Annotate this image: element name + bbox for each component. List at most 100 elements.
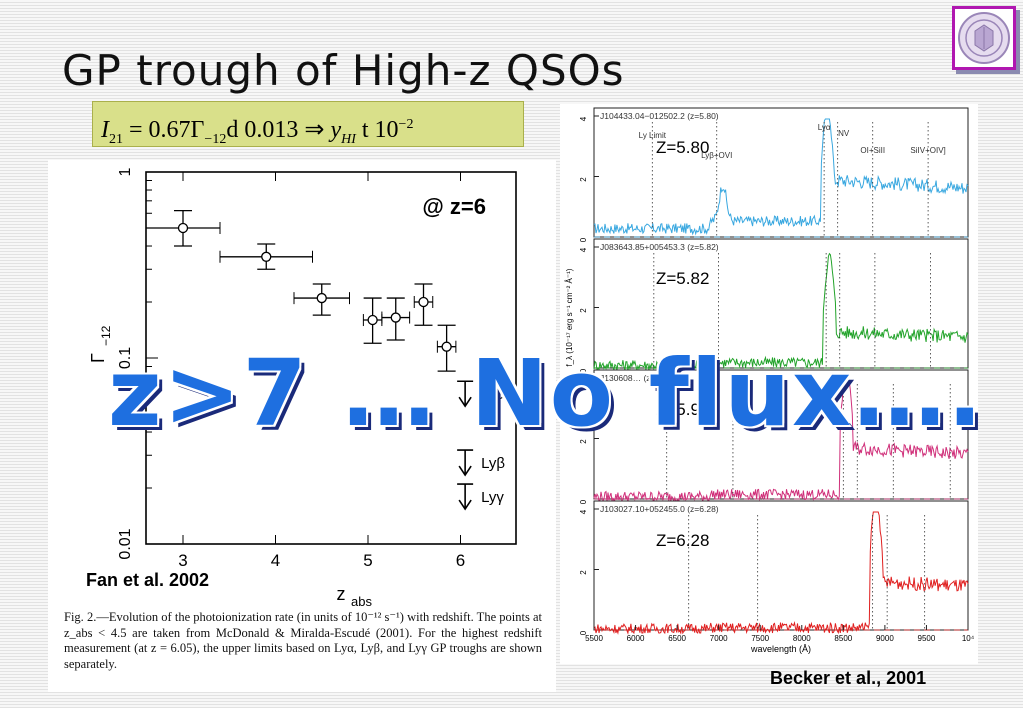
y-axis-label: Γ [88, 353, 108, 363]
limit-arrow-head [458, 396, 472, 408]
line-label: NV [838, 129, 850, 138]
spectrum-panel-2: 0 2 4 J130608… (z=5.99) Z=5.99 [579, 369, 969, 504]
y-tick-label-0: 0 [579, 368, 588, 373]
data-point-1 [219, 243, 313, 270]
x-tick-label-8000: 8000 [793, 634, 811, 643]
data-point-2 [293, 283, 350, 316]
x-tick-label-7000: 7000 [710, 634, 728, 643]
formula-tail: t 10 [355, 117, 399, 143]
line-label: Lyα [818, 123, 831, 132]
spectrum-panel-3: 0 2 4 J103027.10+052455.0 (z=6.28) Z=6.28 [579, 500, 969, 635]
upper-limit-1: Lyβ [457, 449, 505, 477]
y-tick-label-2: 2 [579, 177, 588, 182]
slide-title: GP trough of High-z QSOs [62, 46, 625, 95]
limit-label: Lyγ [481, 489, 504, 506]
spectrum-object-id: J103027.10+052455.0 (z=6.28) [600, 504, 719, 514]
line-label: Ly Limit [639, 131, 667, 140]
chart-title: @ z=6 [422, 194, 486, 219]
y-tick-label-4: 4 [579, 378, 588, 383]
data-point-3 [362, 297, 383, 344]
panel-frame [593, 369, 969, 500]
x-tick-label-10⁴: 10⁴ [962, 634, 975, 643]
data-point-6 [436, 324, 457, 372]
fan-citation: Fan et al. 2002 [86, 570, 210, 590]
quasar-spectra-chart: 0 2 4 J104433.04−012502.2 (z=5.80) Z=5.80 0 2 4… [565, 107, 975, 654]
formula-y-sub: HI [341, 131, 356, 147]
upper-limit-2: Lyγ [457, 483, 504, 511]
seal-icon [958, 12, 1010, 64]
no-flux-overlay: z>7 … No flux…. [108, 340, 985, 447]
x-tick-label-7500: 7500 [751, 634, 769, 643]
point-marker [441, 341, 452, 352]
y-tick-label-4: 4 [579, 116, 588, 121]
panel-frame [593, 500, 969, 631]
data-point-4 [381, 297, 411, 341]
university-seal-logo [952, 6, 1016, 70]
line-label: OI+SiII [860, 146, 885, 155]
x-axis-label: z [337, 584, 346, 604]
x-tick-label-8500: 8500 [834, 634, 852, 643]
spectrum-redshift-label: Z=5.99 [656, 400, 709, 419]
y-tick-label-2: 2 [579, 570, 588, 575]
x-axis-label-sub: abs [351, 594, 372, 609]
spectrum-trace [593, 118, 969, 236]
formula-gamma-sub: −12 [204, 131, 227, 147]
x-tick-label-4: 4 [271, 551, 280, 570]
photoionization-rate-chart: 3 4 5 6 0.01 0.1 1 z abs Γ −12 @ z=6 Lyα Lyβ Lyγ [88, 167, 517, 609]
y-tick-label-4: 4 [579, 247, 588, 252]
fan-figure-panel: 3 4 5 6 0.01 0.1 1 z abs Γ −12 @ z=6 Lyα Lyβ Lyγ [48, 160, 556, 692]
panel-frame [593, 238, 969, 369]
spectrum-trace [593, 511, 969, 635]
formula-mid: d 0.013 ⇒ [226, 117, 331, 143]
y-axis-label-sub: −12 [99, 325, 113, 346]
y-axis-label: f_λ (10⁻¹⁷ erg s⁻¹ cm⁻² Å⁻¹) [565, 268, 574, 366]
y-tick-label-0: 0 [579, 499, 588, 504]
spectrum-panel-0: 0 2 4 J104433.04−012502.2 (z=5.80) Z=5.80 [579, 107, 969, 242]
point-marker [316, 292, 327, 304]
y-tick-label-0.1: 0.1 [117, 347, 134, 369]
x-tick-label-9000: 9000 [876, 634, 894, 643]
x-tick-label-9500: 9500 [918, 634, 936, 643]
line-label: Lyβ+OVI [701, 151, 732, 160]
spectrum-trace [593, 252, 969, 372]
x-tick-label-5500: 5500 [585, 634, 603, 643]
becker-citation: Becker et al., 2001 [770, 668, 927, 688]
point-marker [177, 222, 189, 234]
y-tick-label-0: 0 [579, 237, 588, 242]
formula-y: y [330, 117, 342, 143]
y-tick-label-2: 2 [579, 439, 588, 444]
limit-arrow-head [458, 499, 472, 511]
point-marker [261, 251, 272, 262]
spectrum-redshift-label: Z=6.28 [656, 531, 709, 550]
y-tick-label-0: 0 [579, 630, 588, 635]
panel-frame [593, 107, 969, 238]
limit-label: Lyα [481, 386, 505, 403]
formula-I: I [101, 117, 109, 143]
point-marker [390, 312, 401, 323]
x-tick-label-6500: 6500 [668, 634, 686, 643]
formula-exp: −2 [398, 117, 414, 132]
y-tick-label-4: 4 [579, 509, 588, 514]
data-point-0 [145, 209, 221, 247]
limit-arrow-head [458, 465, 472, 477]
x-tick-label-3: 3 [178, 551, 187, 570]
data-point-5 [413, 283, 434, 326]
point-marker [418, 296, 429, 308]
line-label: SiIV+OIV] [910, 146, 945, 155]
spectrum-object-id: J083643.85+005453.3 (z=5.82) [600, 242, 719, 252]
formula-eq: = 0.67Γ [123, 117, 205, 143]
x-axis-label: wavelength (Å) [750, 644, 811, 654]
becker-spectra-panel: 0 2 4 J104433.04−012502.2 (z=5.80) Z=5.80 0 2 4… [560, 104, 978, 664]
x-tick-label-5: 5 [363, 551, 372, 570]
spectrum-object-id: J104433.04−012502.2 (z=5.80) [600, 111, 719, 121]
spectrum-panel-1: 0 2 4 J083643.85+005453.3 (z=5.82) Z=5.82 [579, 238, 969, 373]
formula-I-sub: 21 [109, 131, 123, 147]
y-tick-label-1: 1 [117, 167, 134, 176]
y-tick-label-2: 2 [579, 308, 588, 313]
ionization-formula: I21 = 0.67Γ−12d 0.013 ⇒ yHI t 10−2 [92, 101, 524, 147]
spectrum-redshift-label: Z=5.82 [656, 269, 709, 288]
x-tick-label-6: 6 [456, 551, 465, 570]
spectrum-redshift-label: Z=5.80 [656, 138, 709, 157]
spectrum-object-id: J130608… (z=5.99) [600, 373, 675, 383]
upper-limit-0: Lyα [457, 380, 505, 408]
